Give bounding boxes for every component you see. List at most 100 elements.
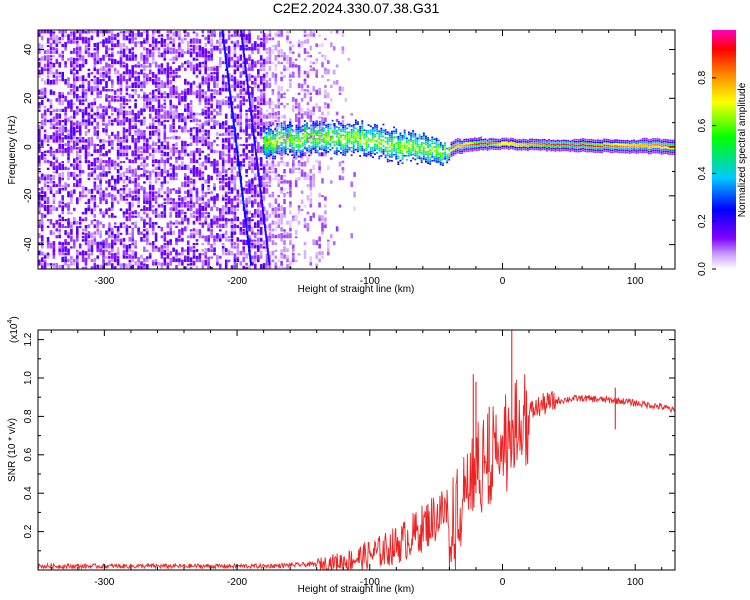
heatmap-cell <box>416 141 419 144</box>
heatmap-cell <box>52 244 56 249</box>
heatmap-cell <box>354 123 357 126</box>
heatmap-cell <box>87 68 91 71</box>
heatmap-cell <box>228 87 231 92</box>
heatmap-cell <box>292 167 295 174</box>
heatmap-cell <box>175 49 178 54</box>
heatmap-cell <box>128 126 132 133</box>
heatmap-cell <box>96 157 99 160</box>
heatmap-cell <box>195 32 199 37</box>
heatmap-cell <box>433 156 436 158</box>
heatmap-cell <box>335 139 338 142</box>
heatmap-cell <box>140 52 143 58</box>
heatmap-cell <box>227 125 231 129</box>
heatmap-cell <box>251 226 254 232</box>
heatmap-cell <box>146 264 149 269</box>
heatmap-cell <box>277 259 280 263</box>
heatmap-cell <box>61 92 64 95</box>
heatmap-cell <box>96 241 99 246</box>
heatmap-cell <box>137 135 140 140</box>
heatmap-cell <box>64 120 67 126</box>
heatmap-cell <box>388 146 391 148</box>
heatmap-cell <box>274 234 278 239</box>
heatmap-cell <box>335 135 338 138</box>
heatmap-cell <box>293 148 296 151</box>
heatmap-cell <box>333 150 336 153</box>
heatmap-cell <box>116 152 120 157</box>
heatmap-cell <box>131 227 134 232</box>
heatmap-cell <box>242 153 245 157</box>
heatmap-cell <box>58 101 61 106</box>
heatmap-cell <box>163 124 167 129</box>
heatmap-cell <box>131 236 134 242</box>
heatmap-cell <box>210 38 213 44</box>
heatmap-cell <box>395 157 398 160</box>
heatmap-cell <box>204 218 207 225</box>
heatmap-cell <box>76 181 79 188</box>
heatmap-cell <box>235 142 238 147</box>
heatmap-cell <box>422 152 425 154</box>
heatmap-cell <box>378 145 381 148</box>
heatmap-cell <box>239 89 243 95</box>
heatmap-cell <box>342 144 345 146</box>
heatmap-cell <box>232 114 234 119</box>
heatmap-cell <box>272 144 274 146</box>
heatmap-cell <box>134 157 137 164</box>
heatmap-cell <box>227 195 231 201</box>
heatmap-cell <box>128 177 132 184</box>
heatmap-cell <box>262 34 266 41</box>
heatmap-cell <box>331 137 334 140</box>
heatmap-cell <box>318 138 321 141</box>
heatmap-cell <box>306 71 310 75</box>
heatmap-cell <box>224 217 228 222</box>
heatmap-cell <box>283 198 286 205</box>
heatmap-cell <box>259 149 263 153</box>
heatmap-cell <box>239 161 243 167</box>
heatmap-cell <box>300 86 304 92</box>
heatmap-cell <box>401 154 404 157</box>
heatmap-cell <box>175 150 178 153</box>
heatmap-cell <box>140 231 143 235</box>
heatmap-cell <box>363 150 366 153</box>
heatmap-cell <box>346 145 349 147</box>
heatmap-cell <box>236 193 240 198</box>
heatmap-cell <box>245 109 248 112</box>
heatmap-cell <box>108 159 111 164</box>
heatmap-cell <box>380 147 383 149</box>
heatmap-cell <box>310 132 313 135</box>
heatmap-cell <box>166 72 170 78</box>
heatmap-cell <box>73 239 76 246</box>
heatmap-cell <box>287 140 289 142</box>
heatmap-cell <box>113 194 117 198</box>
heatmap-cell <box>84 124 88 129</box>
heatmap-cell <box>43 153 47 157</box>
heatmap-cell <box>259 202 263 208</box>
heatmap-cell <box>111 51 114 54</box>
heatmap-cell <box>268 49 272 54</box>
heatmap-cell <box>268 166 272 170</box>
heatmap-cell <box>55 134 59 140</box>
heatmap-cell <box>154 191 158 194</box>
heatmap-cell <box>444 152 446 154</box>
heatmap-cell <box>225 63 228 68</box>
heatmap-cell <box>46 200 50 205</box>
heatmap-cell <box>297 69 301 75</box>
heatmap-cell <box>333 123 336 125</box>
heatmap-cell <box>143 187 146 191</box>
heatmap-cell <box>253 135 256 140</box>
heatmap-cell <box>163 132 167 136</box>
heatmap-cell <box>274 151 277 154</box>
heatmap-cell <box>268 115 272 119</box>
heatmap-cell <box>301 142 304 145</box>
heatmap-cell <box>371 129 374 131</box>
heatmap-cell <box>169 156 172 160</box>
heatmap-cell <box>64 260 67 266</box>
heatmap-cell <box>58 91 61 95</box>
heatmap-cell <box>151 130 155 136</box>
heatmap-cell <box>420 153 423 156</box>
heatmap-cell <box>393 146 395 148</box>
heatmap-cell <box>73 243 76 249</box>
heatmap-cell <box>154 232 158 239</box>
heatmap-cell <box>234 138 237 143</box>
heatmap-cell <box>318 140 321 143</box>
heatmap-cell <box>111 64 114 68</box>
